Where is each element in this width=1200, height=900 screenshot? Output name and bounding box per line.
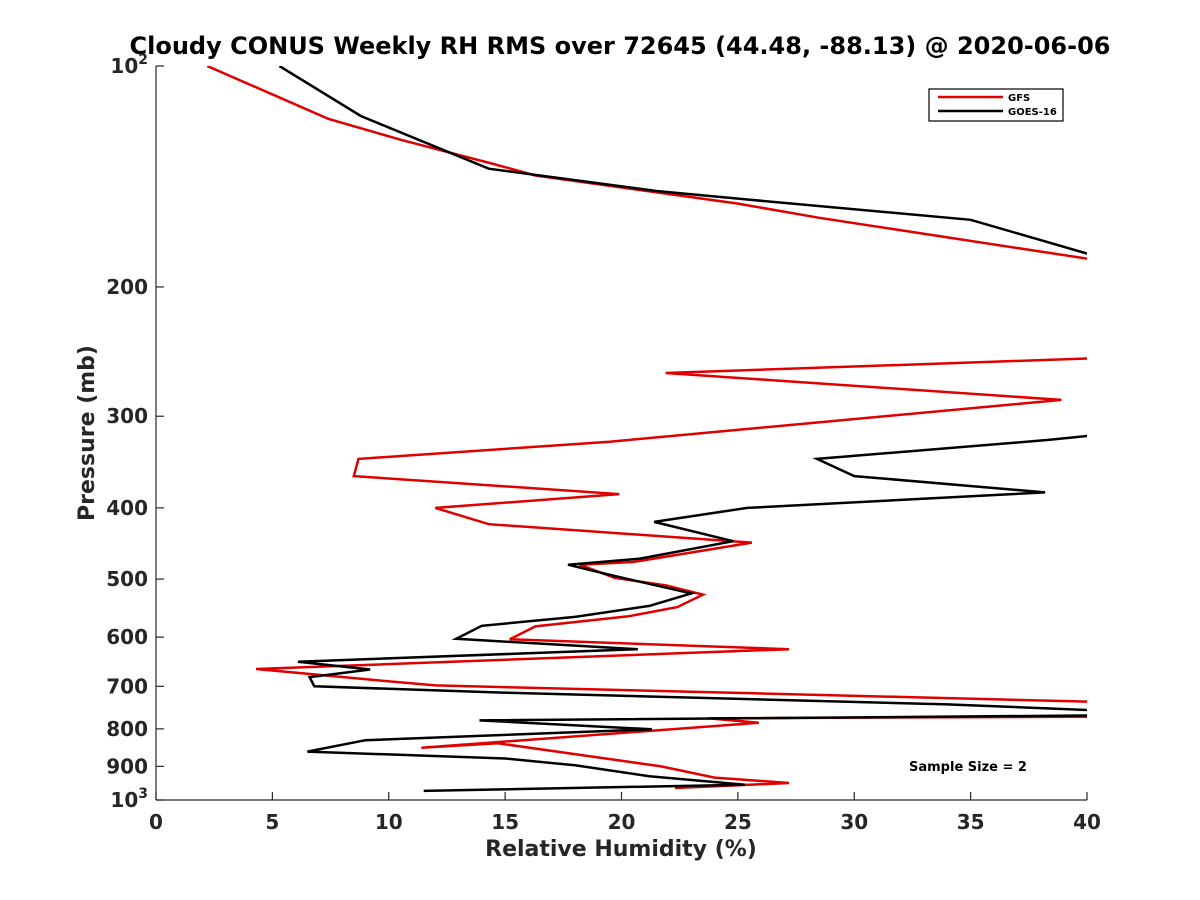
y-tick-layer: 102 200 300 400 500 600 700 800 900 103 (106, 52, 164, 812)
x-tick-label: 10 (375, 810, 403, 834)
y-tick-label: 103 (110, 786, 148, 812)
y-tick-label: 400 (106, 496, 148, 520)
x-tick-label: 30 (840, 810, 868, 834)
y-tick-label: 200 (106, 275, 148, 299)
x-tick-layer: 0 5 10 15 20 25 30 35 40 (149, 792, 1101, 834)
y-tick-label: 500 (106, 567, 148, 591)
series-line-goes16 (278, 66, 1087, 793)
y-tick-label: 900 (106, 754, 148, 778)
legend-label-goes16: GOES-16 (1008, 107, 1057, 118)
y-tick-label: 600 (106, 625, 148, 649)
x-tick-label: 40 (1073, 810, 1101, 834)
x-tick-label: 15 (491, 810, 519, 834)
x-tick-label: 0 (149, 810, 163, 834)
series-layer (206, 66, 1087, 793)
y-tick-label: 300 (106, 404, 148, 428)
x-tick-label: 20 (608, 810, 636, 834)
chart-title: Cloudy CONUS Weekly RH RMS over 72645 (4… (130, 32, 1111, 60)
y-axis-label: Pressure (mb) (75, 345, 100, 521)
series-line-gfs (206, 66, 1087, 790)
sample-size-annotation: Sample Size = 2 (909, 760, 1027, 775)
y-tick-label: 102 (110, 52, 148, 78)
x-axis-label: Relative Humidity (%) (485, 837, 757, 862)
x-tick-label: 5 (265, 810, 279, 834)
x-tick-label: 35 (957, 810, 985, 834)
legend-box (928, 88, 1064, 122)
y-tick-label: 800 (106, 717, 148, 741)
legend: GFS GOES-16 (928, 88, 1064, 122)
legend-label-gfs: GFS (1008, 93, 1030, 104)
y-tick-label: 700 (106, 674, 148, 698)
x-tick-label: 25 (724, 810, 752, 834)
